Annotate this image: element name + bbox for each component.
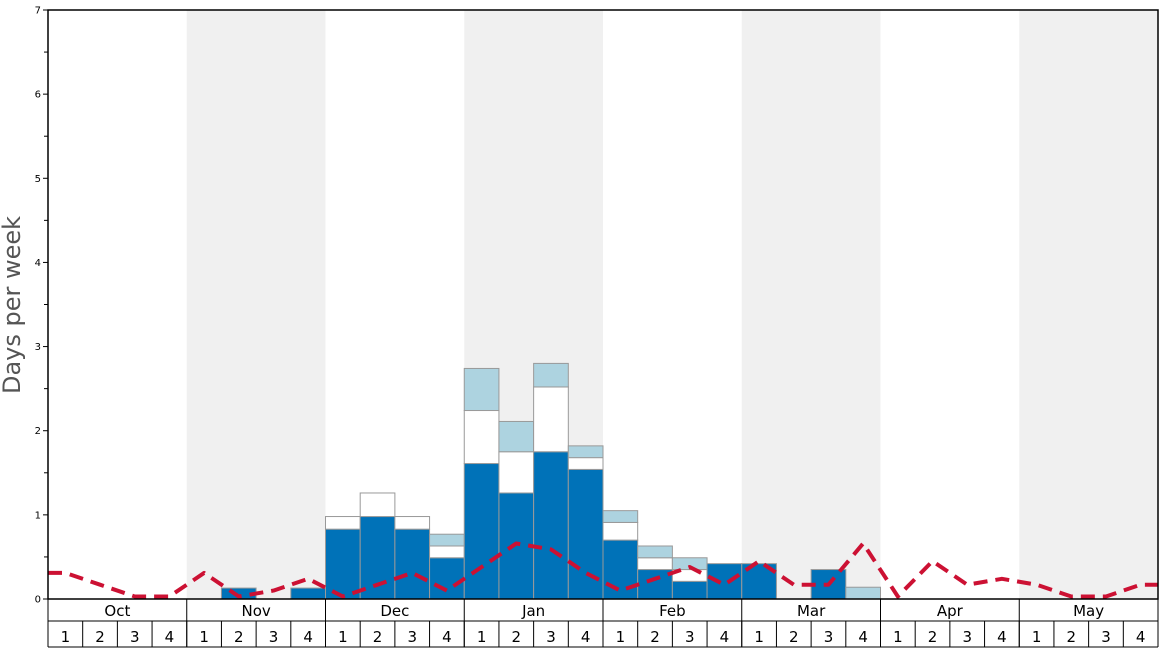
week-label: 3 — [130, 628, 140, 646]
y-tick-label: 7 — [35, 6, 41, 17]
week-label: 4 — [997, 628, 1007, 646]
y-tick-label: 2 — [35, 426, 41, 437]
week-label: 1 — [1032, 628, 1042, 646]
week-label: 2 — [650, 628, 660, 646]
week-label: 3 — [546, 628, 556, 646]
week-label: 1 — [754, 628, 764, 646]
x-axis: Oct Nov Dec Jan Feb Mar Apr May 1 2 3 4 1 2 3 4 1 2 3 4 1 2 3 4… — [47, 599, 1159, 648]
week-label: 4 — [720, 628, 730, 646]
y-tick-label: 4 — [35, 258, 41, 269]
bar-week-18-series-1 — [637, 569, 673, 600]
bar-week-9-series-1 — [325, 528, 361, 600]
month-label-oct: Oct — [104, 602, 130, 620]
month-label-apr: Apr — [937, 602, 964, 620]
month-label-mar: Mar — [797, 602, 826, 620]
bar-week-12-series-2 — [429, 545, 465, 559]
week-label: 1 — [616, 628, 626, 646]
week-label: 4 — [1136, 628, 1146, 646]
y-tick-label: 0 — [35, 595, 41, 606]
bar-week-14-series-2 — [498, 451, 535, 494]
bar-week-11-series-1 — [394, 528, 431, 600]
month-shade-nov — [186, 10, 326, 599]
week-label: 2 — [512, 628, 522, 646]
month-shade-mar — [741, 10, 881, 599]
bar-week-17-series-1 — [602, 539, 639, 600]
week-label: 4 — [581, 628, 591, 646]
bar-week-13-series-1 — [463, 463, 500, 600]
bar-week-10-series-2 — [359, 492, 396, 518]
bar-week-9-series-2 — [325, 516, 361, 530]
bar-week-15-series-1 — [533, 451, 569, 600]
bar-week-16-series-3 — [567, 445, 604, 459]
bars-group — [220, 362, 881, 600]
bar-week-17-series-2 — [602, 521, 639, 541]
week-label: 3 — [824, 628, 834, 646]
y-axis-label: Days per week — [0, 216, 26, 394]
week-label: 1 — [477, 628, 487, 646]
month-label-may: May — [1073, 602, 1104, 620]
bar-week-12-series-3 — [429, 533, 465, 547]
week-label: 4 — [858, 628, 868, 646]
y-tick-label: 1 — [35, 510, 41, 521]
bar-week-8-series-1 — [290, 587, 326, 600]
bar-week-15-series-2 — [533, 386, 569, 453]
bar-week-18-series-3 — [637, 545, 673, 559]
bar-week-18-series-2 — [637, 557, 673, 571]
week-label: 1 — [199, 628, 209, 646]
week-label: 4 — [165, 628, 175, 646]
week-label: 1 — [61, 628, 71, 646]
week-label: 4 — [442, 628, 452, 646]
week-label: 3 — [962, 628, 972, 646]
week-label: 1 — [338, 628, 348, 646]
y-axis: 0 1 2 3 4 5 6 7 — [35, 6, 48, 606]
month-label-jan: Jan — [521, 602, 545, 620]
month-label-nov: Nov — [241, 602, 270, 620]
bar-week-24-series-3 — [845, 586, 881, 600]
week-label: 3 — [685, 628, 695, 646]
bar-week-11-series-2 — [394, 516, 431, 530]
line-series — [48, 541, 1158, 599]
month-label-dec: Dec — [380, 602, 409, 620]
month-shade-may — [1019, 10, 1158, 599]
y-tick-label: 6 — [35, 90, 41, 101]
month-label-feb: Feb — [659, 602, 686, 620]
week-label: 4 — [303, 628, 313, 646]
bar-week-19-series-1 — [671, 580, 708, 600]
week-label: 2 — [95, 628, 105, 646]
y-tick-label: 3 — [35, 342, 41, 353]
week-label: 2 — [234, 628, 244, 646]
bar-week-15-series-3 — [533, 362, 569, 388]
week-label: 2 — [789, 628, 799, 646]
y-tick-label: 5 — [35, 174, 41, 185]
week-label: 2 — [928, 628, 938, 646]
line-group — [48, 541, 1158, 599]
bar-week-13-series-2 — [463, 410, 500, 465]
month-shading-group — [186, 10, 1158, 599]
bar-week-14-series-3 — [498, 420, 535, 453]
week-label: 3 — [269, 628, 279, 646]
week-label: 3 — [407, 628, 417, 646]
week-label: 3 — [1101, 628, 1111, 646]
week-label: 2 — [373, 628, 383, 646]
week-label: 1 — [893, 628, 903, 646]
bar-week-20-series-1 — [706, 563, 743, 600]
bar-week-12-series-1 — [429, 557, 465, 600]
bar-week-13-series-3 — [463, 367, 500, 412]
bar-week-14-series-1 — [498, 492, 535, 600]
bar-week-16-series-2 — [567, 457, 604, 470]
bar-week-17-series-3 — [602, 510, 639, 523]
week-label: 2 — [1067, 628, 1077, 646]
